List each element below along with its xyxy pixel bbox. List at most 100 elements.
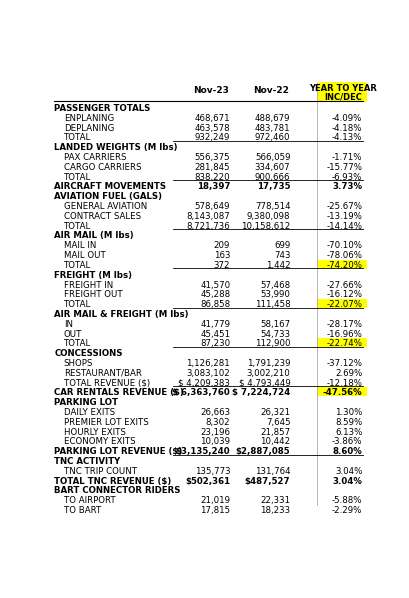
Text: $502,361: $502,361 (185, 477, 230, 486)
Text: 41,779: 41,779 (200, 320, 230, 329)
Text: CONCESSIONS: CONCESSIONS (54, 349, 123, 358)
Text: 8,302: 8,302 (206, 418, 230, 427)
Text: 3.04%: 3.04% (335, 467, 362, 476)
Text: TOTAL TNC REVENUE ($): TOTAL TNC REVENUE ($) (54, 477, 171, 486)
Text: AIRCRAFT MOVEMENTS: AIRCRAFT MOVEMENTS (54, 182, 166, 191)
Text: DEPLANING: DEPLANING (64, 124, 114, 133)
Text: -15.77%: -15.77% (326, 163, 362, 172)
Text: $2,887,085: $2,887,085 (236, 447, 290, 456)
Text: TOTAL: TOTAL (64, 340, 91, 349)
Text: PARKING LOT: PARKING LOT (54, 398, 118, 407)
Text: 3.04%: 3.04% (333, 477, 362, 486)
Text: 41,570: 41,570 (200, 280, 230, 289)
Text: CAR RENTALS REVENUE ($): CAR RENTALS REVENUE ($) (54, 389, 184, 398)
Text: FREIGHT (M lbs): FREIGHT (M lbs) (54, 271, 132, 280)
Text: 17,815: 17,815 (200, 506, 230, 515)
Text: PAX CARRIERS: PAX CARRIERS (64, 153, 126, 162)
Text: TO AIRPORT: TO AIRPORT (64, 496, 115, 505)
Text: MAIL IN: MAIL IN (64, 242, 96, 251)
Text: -27.66%: -27.66% (326, 280, 362, 289)
Text: $ 7,224,724: $ 7,224,724 (232, 389, 290, 398)
Text: GENERAL AVIATION: GENERAL AVIATION (64, 202, 147, 211)
Text: 8.60%: 8.60% (333, 447, 362, 456)
Text: 135,773: 135,773 (195, 467, 230, 476)
Text: 58,167: 58,167 (260, 320, 290, 329)
Bar (317, 338, 366, 347)
Text: 163: 163 (214, 251, 230, 260)
Text: PARKING LOT REVENUE ($): PARKING LOT REVENUE ($) (54, 447, 182, 456)
Text: TOTAL: TOTAL (64, 133, 91, 142)
Text: $ 6,363,760: $ 6,363,760 (173, 389, 230, 398)
Text: 556,375: 556,375 (195, 153, 230, 162)
Text: IN: IN (64, 320, 73, 329)
Text: 17,735: 17,735 (257, 182, 290, 191)
Text: PASSENGER TOTALS: PASSENGER TOTALS (54, 104, 151, 113)
Text: ECONOMY EXITS: ECONOMY EXITS (64, 438, 135, 447)
Text: TOTAL: TOTAL (64, 300, 91, 309)
Text: 209: 209 (214, 242, 230, 251)
Text: INC/DEC: INC/DEC (324, 92, 362, 101)
Text: 578,649: 578,649 (195, 202, 230, 211)
Text: 334,607: 334,607 (255, 163, 290, 172)
Text: $3,135,240: $3,135,240 (175, 447, 230, 456)
Text: AIR MAIL & FREIGHT (M lbs): AIR MAIL & FREIGHT (M lbs) (54, 310, 189, 319)
Text: 3,083,102: 3,083,102 (187, 369, 230, 378)
Text: -1.71%: -1.71% (332, 153, 362, 162)
Text: TOTAL: TOTAL (64, 173, 91, 182)
Text: 1,126,281: 1,126,281 (187, 359, 230, 368)
Text: 1,442: 1,442 (266, 261, 290, 270)
Text: 111,458: 111,458 (255, 300, 290, 309)
Text: 22,331: 22,331 (260, 496, 290, 505)
Text: FREIGHT OUT: FREIGHT OUT (64, 291, 122, 300)
Text: 45,288: 45,288 (200, 291, 230, 300)
Text: -70.10%: -70.10% (326, 242, 362, 251)
Text: 10,039: 10,039 (200, 438, 230, 447)
Text: -47.56%: -47.56% (323, 389, 362, 398)
Text: CONTRACT SALES: CONTRACT SALES (64, 212, 141, 221)
Text: 21,857: 21,857 (260, 428, 290, 437)
Text: -12.18%: -12.18% (326, 379, 362, 388)
Text: 86,858: 86,858 (200, 300, 230, 309)
Text: 112,900: 112,900 (255, 340, 290, 349)
Text: 9,380,098: 9,380,098 (247, 212, 290, 221)
Text: 10,158,612: 10,158,612 (241, 222, 290, 231)
Bar (317, 83, 366, 102)
Text: OUT: OUT (64, 329, 82, 338)
Text: 3.73%: 3.73% (333, 182, 362, 191)
Text: Nov-23: Nov-23 (193, 86, 229, 94)
Text: 281,845: 281,845 (195, 163, 230, 172)
Text: -6.93%: -6.93% (332, 173, 362, 182)
Text: -3.86%: -3.86% (332, 438, 362, 447)
Text: BART CONNECTOR RIDERS: BART CONNECTOR RIDERS (54, 487, 181, 496)
Text: 2.69%: 2.69% (335, 369, 362, 378)
Text: 57,468: 57,468 (260, 280, 290, 289)
Text: RESTAURANT/BAR: RESTAURANT/BAR (64, 369, 142, 378)
Text: FREIGHT IN: FREIGHT IN (64, 280, 113, 289)
Text: 45,451: 45,451 (200, 329, 230, 338)
Text: 372: 372 (214, 261, 230, 270)
Text: DAILY EXITS: DAILY EXITS (64, 408, 115, 417)
Text: 900,666: 900,666 (255, 173, 290, 182)
Text: HOURLY EXITS: HOURLY EXITS (64, 428, 126, 437)
Text: -25.67%: -25.67% (326, 202, 362, 211)
Text: YEAR TO YEAR: YEAR TO YEAR (309, 84, 377, 93)
Text: 972,460: 972,460 (255, 133, 290, 142)
Text: 54,733: 54,733 (260, 329, 290, 338)
Text: -16.12%: -16.12% (326, 291, 362, 300)
Bar (317, 299, 366, 308)
Text: SHOPS: SHOPS (64, 359, 93, 368)
Text: 26,321: 26,321 (260, 408, 290, 417)
Text: 8,721,736: 8,721,736 (187, 222, 230, 231)
Text: $ 4,209,383: $ 4,209,383 (178, 379, 230, 388)
Text: 10,442: 10,442 (260, 438, 290, 447)
Text: AIR MAIL (M lbs): AIR MAIL (M lbs) (54, 231, 134, 240)
Text: -78.06%: -78.06% (326, 251, 362, 260)
Text: TNC TRIP COUNT: TNC TRIP COUNT (64, 467, 137, 476)
Text: TOTAL: TOTAL (64, 222, 91, 231)
Text: -22.74%: -22.74% (326, 340, 362, 349)
Text: -13.19%: -13.19% (326, 212, 362, 221)
Text: 6.13%: 6.13% (335, 428, 362, 437)
Text: $ 4,793,449: $ 4,793,449 (239, 379, 290, 388)
Text: -74.20%: -74.20% (326, 261, 362, 270)
Text: 1,791,239: 1,791,239 (247, 359, 290, 368)
